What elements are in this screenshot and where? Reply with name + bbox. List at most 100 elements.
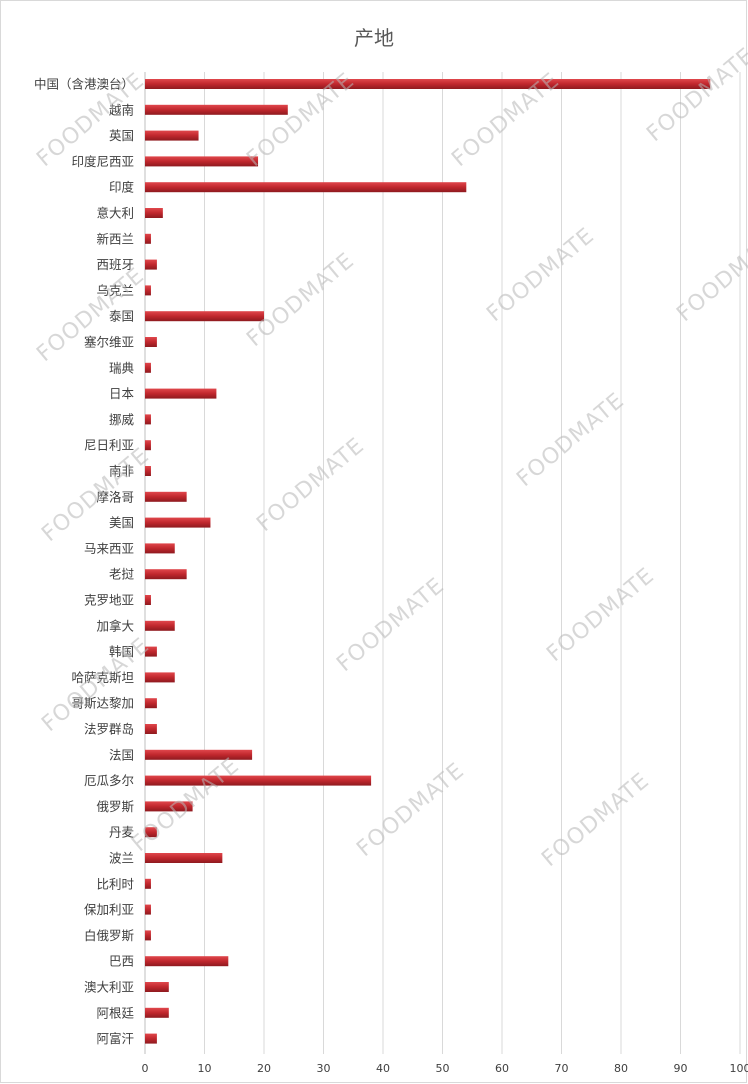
bar [145,853,223,863]
category-label: 挪威 [109,412,135,427]
watermark-text: FOODMATE [537,768,654,872]
category-label: 法国 [109,747,134,762]
category-label: 法罗群岛 [84,722,134,737]
bar [145,182,467,193]
bar [145,259,157,270]
category-label: 澳大利亚 [84,980,134,995]
category-label: 哈萨克斯坦 [71,670,134,685]
bar [145,595,151,605]
category-label: 英国 [109,128,134,143]
bar [145,801,193,812]
watermark-text: FOODMATE [542,563,659,667]
category-label: 克罗地亚 [84,593,134,608]
bar [145,878,151,889]
watermark-text: FOODMATE [332,573,449,677]
bar [145,569,187,580]
category-label: 美国 [109,515,134,530]
bar [145,543,175,554]
bar [145,956,229,967]
category-label: 南非 [109,464,134,479]
category-label: 俄罗斯 [96,799,134,814]
category-label: 白俄罗斯 [84,928,134,943]
bar [145,388,217,399]
bar [145,698,157,709]
watermark-text: FOODMATE [252,433,369,537]
bar [145,672,175,683]
category-label: 哥斯达黎加 [71,696,134,711]
x-tick-label: 60 [495,1062,509,1075]
bar [145,517,211,528]
bar [145,130,199,141]
bar [145,362,151,373]
category-label: 厄瓜多尔 [84,773,134,788]
bar [145,440,151,451]
category-label: 意大利 [96,206,134,221]
bar [145,775,372,786]
watermarks: FOODMATE FOODMATE FOODMATE FOODMATE FOODMATE… [32,43,748,872]
category-label: 泰国 [109,309,134,324]
bar [145,104,288,115]
category-label: 老挝 [109,567,135,582]
x-tick-label: 30 [317,1062,331,1075]
category-label: 阿富汗 [96,1031,134,1046]
category-label: 波兰 [109,851,134,866]
x-tick-label: 0 [142,1062,149,1075]
bar [145,724,157,734]
watermark-text: FOODMATE [672,223,748,327]
watermark-text: FOODMATE [37,443,154,547]
bar [145,79,711,89]
watermark-text: FOODMATE [242,248,359,352]
bar [145,414,151,425]
category-label: 巴西 [109,954,134,969]
x-tick-label: 100 [730,1062,748,1075]
category-label: 马来西亚 [84,541,134,556]
bar [145,930,151,941]
chart-title: 产地 [354,26,394,50]
category-label: 比利时 [96,876,134,891]
x-tick-label: 90 [674,1062,688,1075]
bar [145,646,157,657]
bar [145,749,253,760]
x-tick-label: 20 [257,1062,271,1075]
category-label: 印度 [109,180,135,195]
x-tick-labels: 0 10 20 30 40 50 60 70 80 90 100 [142,1062,748,1075]
category-label: 尼日利亚 [84,438,134,453]
bars [145,79,711,1044]
watermark-text: FOODMATE [512,388,629,492]
x-tick-label: 80 [614,1062,628,1075]
category-label: 日本 [109,386,135,401]
category-label: 保加利亚 [84,902,134,917]
category-label: 韩国 [109,644,134,659]
bar [145,337,157,347]
watermark-text: FOODMATE [482,223,599,327]
bar [145,285,151,296]
bar [145,466,151,476]
bar [145,156,259,167]
gridlines [144,72,741,1054]
bar [145,208,163,218]
category-label: 加拿大 [96,618,134,633]
category-label: 塞尔维亚 [84,335,134,350]
bar [145,827,157,838]
category-label: 印度尼西亚 [71,154,134,169]
category-label: 西班牙 [96,257,134,272]
bar [145,311,264,322]
category-label: 瑞典 [109,360,134,375]
bar [145,1033,157,1044]
x-tick-label: 10 [198,1062,212,1075]
x-tick-label: 50 [436,1062,450,1075]
category-label: 越南 [109,102,134,117]
category-label: 丹麦 [109,825,135,840]
bar [145,982,169,992]
category-label: 新西兰 [96,231,134,246]
category-label: 乌克兰 [96,283,134,298]
watermark-text: FOODMATE [642,43,748,147]
category-labels: 中国（含港澳台） 越南英国印度尼西亚印度意大利新西兰西班牙乌克兰泰国塞尔维亚瑞典日… [34,77,135,1047]
x-tick-label: 40 [376,1062,390,1075]
category-label: 中国（含港澳台） [34,77,134,92]
category-label: 摩洛哥 [96,489,134,504]
x-tick-label: 70 [555,1062,569,1075]
bar [145,904,151,915]
